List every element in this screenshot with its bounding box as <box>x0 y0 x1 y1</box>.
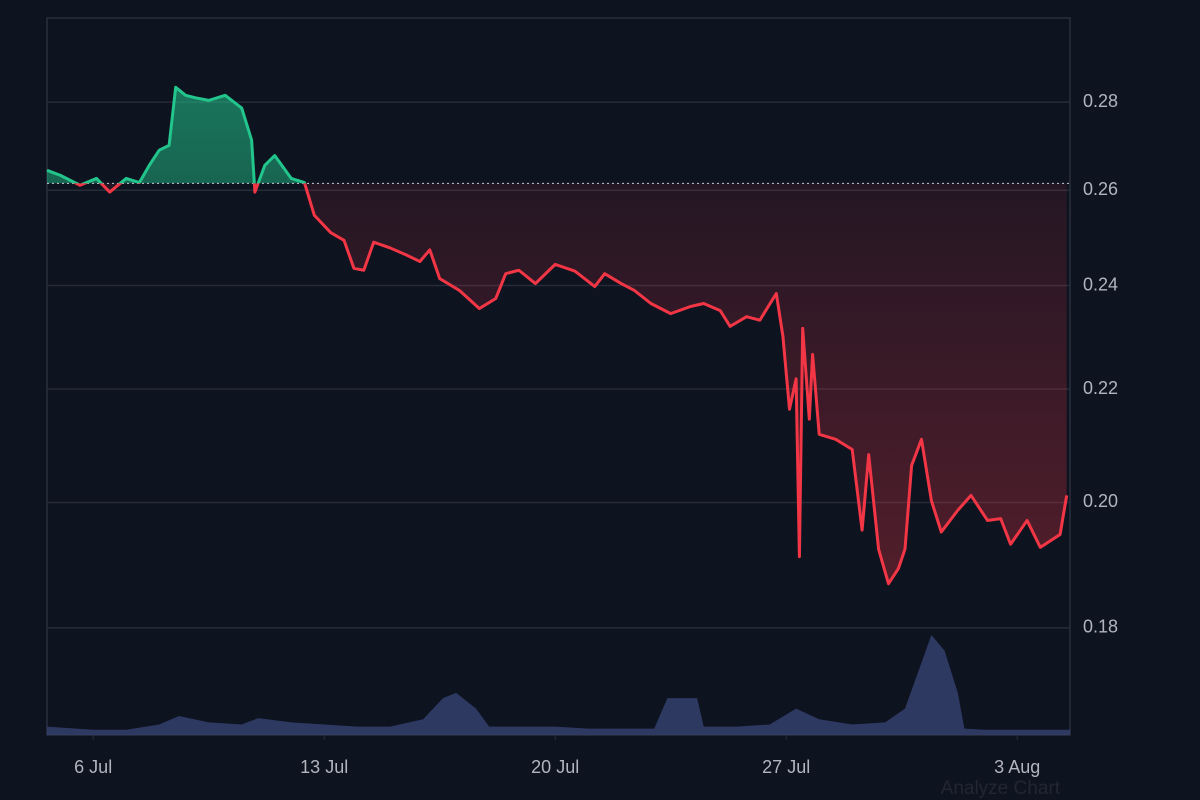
y-tick-label: 0.28 <box>1083 91 1118 111</box>
y-tick-label: 0.22 <box>1083 378 1118 398</box>
x-tick-label: 27 Jul <box>762 757 810 777</box>
x-tick-label: 3 Aug <box>994 757 1040 777</box>
line-up <box>46 85 307 184</box>
area-up <box>47 87 305 184</box>
y-tick-label: 0.18 <box>1083 617 1118 637</box>
x-tick-label: 13 Jul <box>300 757 348 777</box>
y-tick-label: 0.20 <box>1083 491 1118 511</box>
x-tick-label: 6 Jul <box>74 757 112 777</box>
watermark: Analyze Chart <box>941 778 1061 799</box>
y-tick-label: 0.24 <box>1083 274 1118 294</box>
area-down <box>47 183 1067 584</box>
y-tick-label: 0.26 <box>1083 179 1118 199</box>
line-down <box>73 183 1069 586</box>
x-tick-label: 20 Jul <box>531 757 579 777</box>
